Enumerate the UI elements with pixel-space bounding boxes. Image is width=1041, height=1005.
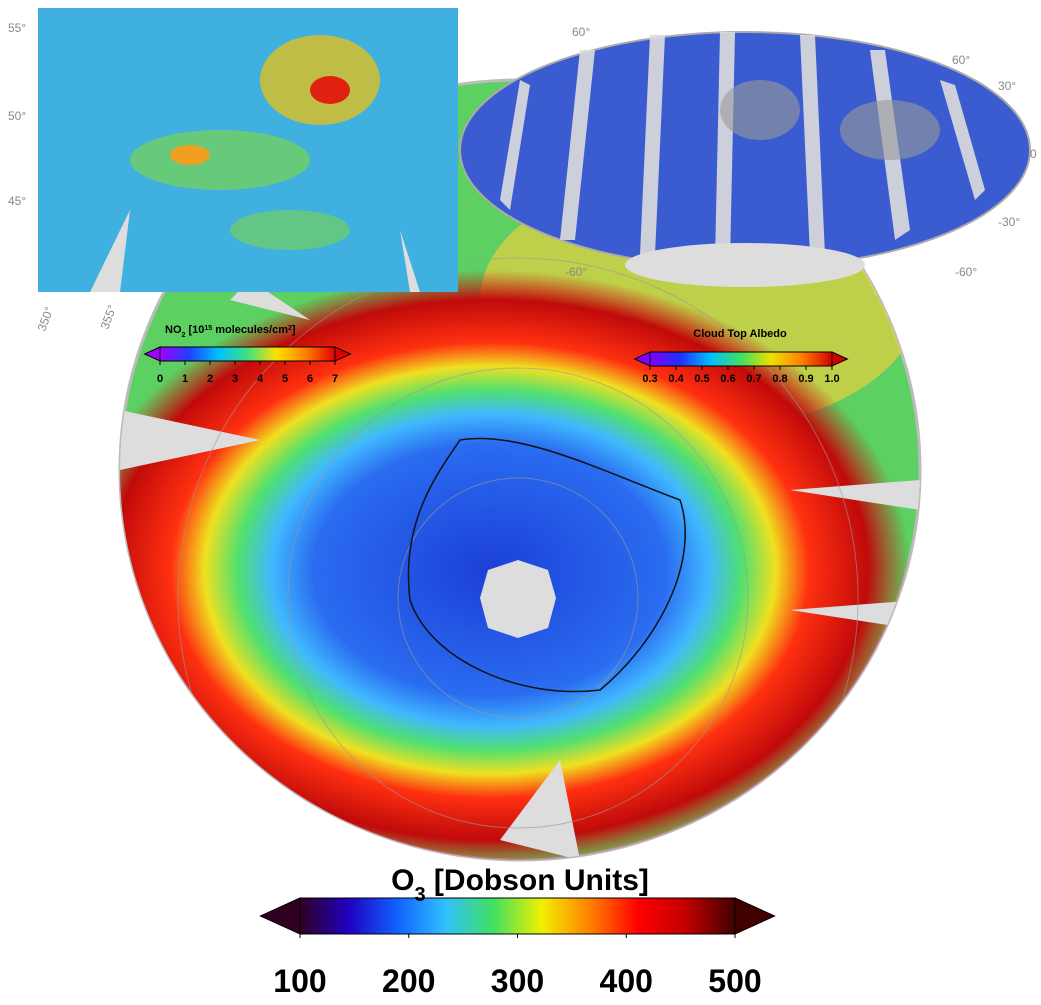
colorbar-tick-label: 2 xyxy=(207,373,213,385)
colorbar: 100 200 300 400 500 O3 [Dobson Units] xyxy=(259,864,776,999)
colorbar-tick-label: 5 xyxy=(282,373,288,385)
colorbar-tick-label: 3 xyxy=(232,373,238,385)
no2-inset: 55° 50° 45° 350° 355° xyxy=(8,8,458,333)
title-part: [Dobson Units] xyxy=(426,864,649,897)
lat-label: 0 xyxy=(1030,147,1037,161)
lat-label: 60° xyxy=(952,53,970,67)
lat-label: 30° xyxy=(998,79,1016,93)
colorbar-gradient xyxy=(649,351,833,367)
lat-label: -60° xyxy=(565,265,587,279)
lat-label: 60° xyxy=(572,25,590,39)
title-part: O xyxy=(391,864,414,897)
colorbar: 0.3 0.4 0.5 0.6 0.7 0.8 0.9 1.0 Cloud Top Albedo xyxy=(633,328,849,385)
colorbar-tick-label: 100 xyxy=(273,963,326,999)
lat-label: 55° xyxy=(8,21,26,35)
lon-label: 350° xyxy=(35,305,57,333)
lat-label: 50° xyxy=(8,109,26,123)
title-part: [10 xyxy=(185,324,204,336)
colorbar-title: Cloud Top Albedo xyxy=(693,328,787,340)
colorbar-tick-label: 6 xyxy=(307,373,313,385)
lat-label: -60° xyxy=(955,265,977,279)
colorbar-tick-label: 0.6 xyxy=(720,373,735,385)
colorbar-tick-label: 300 xyxy=(491,963,544,999)
colorbar-tick-label: 0.3 xyxy=(642,373,657,385)
colorbar-tick-label: 400 xyxy=(600,963,653,999)
title-part: ] xyxy=(292,324,296,336)
colorbar-tick-label: 0.9 xyxy=(798,373,813,385)
colorbar-tick-label: 200 xyxy=(382,963,435,999)
lat-label: -30° xyxy=(998,215,1020,229)
colorbar-tick-label: 500 xyxy=(708,963,761,999)
colorbar-tick-label: 0.7 xyxy=(746,373,761,385)
colorbar-title: NO2 [1015 molecules/cm2] xyxy=(165,324,296,339)
colorbar-tick-label: 4 xyxy=(257,373,264,385)
colorbar-gradient xyxy=(159,346,336,362)
cloud-inset: 60° 60° 30° 0 -30° -60° -60° xyxy=(459,25,1037,287)
lat-label: 45° xyxy=(8,194,26,208)
colorbar-tick-label: 7 xyxy=(332,373,338,385)
colorbar-end xyxy=(259,897,301,935)
colorbar-tick-label: 0 xyxy=(157,373,163,385)
lon-label: 355° xyxy=(98,303,120,331)
title-part: 2 xyxy=(288,325,292,332)
title-part: 2 xyxy=(182,332,186,339)
colorbar-end xyxy=(734,897,776,935)
colorbar-tick-label: 1.0 xyxy=(824,373,839,385)
title-part: molecules/cm xyxy=(212,324,288,336)
title-part: NO xyxy=(165,324,182,336)
title-part: 3 xyxy=(414,884,425,906)
colorbar-tick-label: 0.4 xyxy=(668,373,684,385)
colorbar-tick-label: 1 xyxy=(182,373,188,385)
title-part: 15 xyxy=(204,325,212,332)
colorbar-title: O3 [Dobson Units] xyxy=(391,864,649,906)
title-part: Cloud Top Albedo xyxy=(693,328,787,340)
colorbar-gradient xyxy=(299,897,736,935)
colorbar-tick-label: 0.5 xyxy=(694,373,709,385)
colorbar-tick-label: 0.8 xyxy=(772,373,787,385)
